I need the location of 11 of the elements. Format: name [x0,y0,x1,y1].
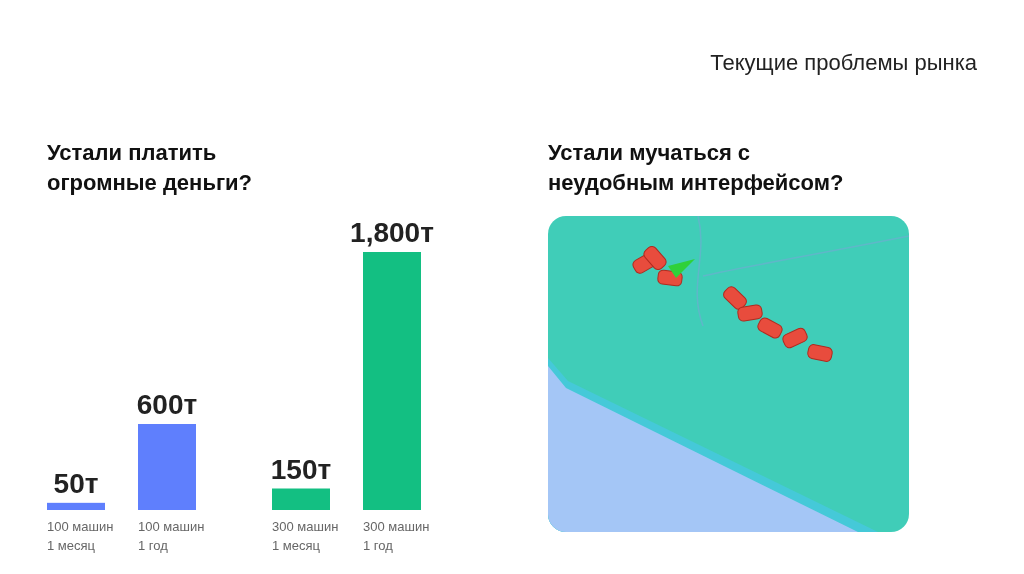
x-tick-label: 300 машин 1 месяц [272,519,339,553]
data-label: 600т [136,389,198,420]
x-tick-label: 100 машин 1 месяц [47,519,114,553]
chart-title: Устали платить огромные деньги? [47,140,253,195]
data-label: 50т [53,467,99,499]
data-label: 1,800т [350,217,434,248]
data-label: 150т [270,453,332,485]
text: Устали мучаться с неудобным интерфейсом? [548,140,844,195]
x-tick-label: 100 машин 1 год [138,519,205,553]
text: Текущие проблемы рынка [710,50,978,75]
x-tick-label: 300 машин 1 год [363,519,430,553]
